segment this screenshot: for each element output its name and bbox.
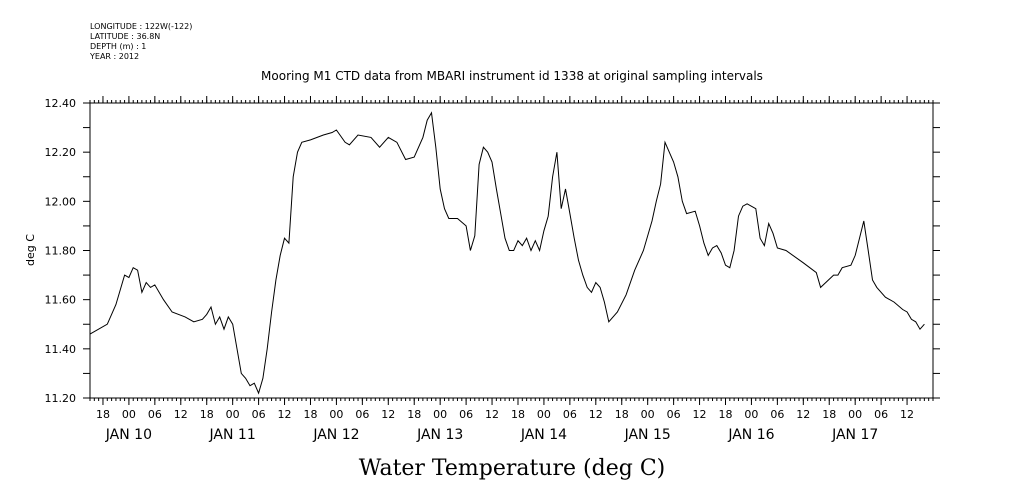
y-tick-label: 12.40 <box>45 97 77 110</box>
y-tick-label: 11.60 <box>45 294 77 307</box>
x-hour-tick-label: 18 <box>303 408 317 421</box>
x-hour-tick-label: 12 <box>278 408 292 421</box>
x-hour-tick-label: 00 <box>433 408 447 421</box>
x-day-label: JAN 11 <box>209 427 256 443</box>
x-hour-tick-label: 12 <box>796 408 810 421</box>
temperature-series-line <box>89 111 925 395</box>
x-hour-tick-label: 12 <box>589 408 603 421</box>
x-hour-tick-label: 18 <box>407 408 421 421</box>
y-tick-label: 11.80 <box>45 245 77 258</box>
metadata-depth: DEPTH (m) : 1 <box>90 42 147 51</box>
metadata-year: YEAR : 2012 <box>90 52 140 61</box>
ticks-layer <box>83 96 940 405</box>
metadata-block: LONGITUDE : 122W(-122) LATITUDE : 36.8N … <box>90 22 192 62</box>
tick-labels-layer: 18 00 06 12 18 00 06 12 18 00 06 12 18 00 06 12 18 00 06 12… <box>45 97 915 443</box>
x-hour-tick-label: 00 <box>641 408 655 421</box>
x-hour-tick-label: 18 <box>200 408 214 421</box>
x-hour-tick-label: 12 <box>900 408 914 421</box>
x-hour-tick-label: 12 <box>485 408 499 421</box>
x-hour-tick-label: 06 <box>459 408 473 421</box>
x-hour-tick-label: 06 <box>874 408 888 421</box>
x-day-label: JAN 12 <box>312 427 359 443</box>
y-tick-label: 11.20 <box>45 392 77 405</box>
x-hour-tick-label: 00 <box>122 408 136 421</box>
x-hour-tick-label: 06 <box>667 408 681 421</box>
x-day-label: JAN 13 <box>416 427 463 443</box>
x-hour-tick-label: 00 <box>329 408 343 421</box>
chart-title: Mooring M1 CTD data from MBARI instrumen… <box>261 69 763 83</box>
x-hour-tick-label: 00 <box>537 408 551 421</box>
y-tick-label: 11.40 <box>45 343 77 356</box>
x-day-label: JAN 16 <box>727 427 774 443</box>
metadata-longitude: LONGITUDE : 122W(-122) <box>90 22 193 31</box>
x-hour-tick-label: 18 <box>96 408 110 421</box>
x-hour-tick-label: 06 <box>148 408 162 421</box>
x-day-label: JAN 15 <box>624 427 671 443</box>
y-axis-label: deg C <box>24 234 37 266</box>
y-tick-label: 12.20 <box>45 146 77 159</box>
metadata-latitude: LATITUDE : 36.8N <box>90 32 161 41</box>
x-hour-tick-label: 06 <box>563 408 577 421</box>
x-hour-tick-label: 06 <box>355 408 369 421</box>
x-hour-tick-label: 00 <box>744 408 758 421</box>
x-hour-tick-label: 18 <box>615 408 629 421</box>
x-day-label: JAN 14 <box>520 427 567 443</box>
y-tick-label: 12.00 <box>45 195 77 208</box>
x-hour-tick-label: 18 <box>511 408 525 421</box>
x-day-label: JAN 10 <box>105 427 152 443</box>
x-hour-tick-label: 06 <box>770 408 784 421</box>
x-hour-tick-label: 12 <box>174 408 188 421</box>
x-day-label: JAN 17 <box>831 427 878 443</box>
x-hour-tick-label: 18 <box>718 408 732 421</box>
x-hour-tick-label: 06 <box>252 408 266 421</box>
x-hour-tick-label: 12 <box>381 408 395 421</box>
x-hour-tick-label: 00 <box>848 408 862 421</box>
x-axis-label: Water Temperature (deg C) <box>359 456 666 481</box>
x-hour-tick-label: 18 <box>822 408 836 421</box>
x-hour-tick-label: 12 <box>693 408 707 421</box>
x-hour-tick-label: 00 <box>226 408 240 421</box>
